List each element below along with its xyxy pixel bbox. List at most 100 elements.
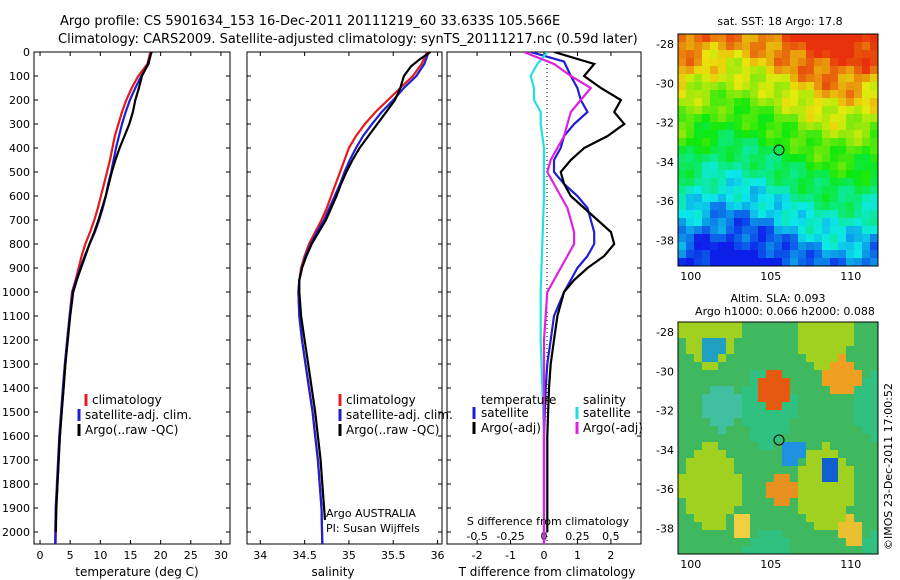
- map-cell: [718, 458, 727, 467]
- map-cell: [686, 106, 695, 115]
- map-cell: [782, 178, 791, 187]
- map-cell: [702, 154, 711, 163]
- map-cell: [782, 450, 791, 459]
- map-cell: [758, 538, 767, 547]
- map-cell: [726, 34, 735, 43]
- map-cell: [678, 474, 687, 483]
- map-cell: [862, 490, 871, 499]
- map-cell: [718, 162, 727, 171]
- map-cell: [766, 466, 775, 475]
- map-cell: [790, 114, 799, 123]
- map-cell: [830, 226, 839, 235]
- map-cell: [790, 442, 799, 451]
- map-cell: [758, 378, 767, 387]
- map-cell: [798, 58, 807, 67]
- map-cell: [790, 338, 799, 347]
- sla-map-y-axis: -28-30-32-34-36-38: [656, 326, 674, 536]
- map-cell: [702, 378, 711, 387]
- map-cell: [766, 546, 775, 555]
- map-cell: [870, 130, 879, 139]
- map-cell: [830, 370, 839, 379]
- map-cell: [686, 90, 695, 99]
- map-cell: [790, 378, 799, 387]
- map-cell: [782, 42, 791, 51]
- map-cell: [798, 178, 807, 187]
- x-tick-label: 0: [541, 549, 548, 562]
- map-cell: [870, 34, 879, 43]
- map-cell: [790, 402, 799, 411]
- map-cell: [790, 250, 799, 259]
- map-cell: [686, 114, 695, 123]
- map-cell: [710, 226, 719, 235]
- map-cell: [838, 98, 847, 107]
- map-cell: [830, 330, 839, 339]
- map-cell: [750, 194, 759, 203]
- map-cell: [798, 522, 807, 531]
- map-cell: [702, 426, 711, 435]
- map-cell: [726, 114, 735, 123]
- map-cell: [822, 226, 831, 235]
- map-cell: [782, 138, 791, 147]
- map-cell: [742, 258, 751, 267]
- map-cell: [854, 194, 863, 203]
- map-cell: [806, 242, 815, 251]
- map-cell: [710, 42, 719, 51]
- map-cell: [846, 114, 855, 123]
- map-cell: [870, 202, 879, 211]
- map-cell: [870, 442, 879, 451]
- map-cell: [814, 82, 823, 91]
- map-cell: [814, 98, 823, 107]
- map-cell: [854, 538, 863, 547]
- legend-climatology: climatology: [346, 393, 416, 407]
- map-cell: [718, 426, 727, 435]
- map-cell: [742, 50, 751, 59]
- s-diff-tick-label: 0.5: [602, 530, 620, 543]
- map-cell: [734, 410, 743, 419]
- map-cell: [774, 498, 783, 507]
- map-cell: [798, 546, 807, 555]
- salinity-xlabel: salinity: [311, 565, 354, 579]
- map-cell: [758, 338, 767, 347]
- map-cell: [702, 90, 711, 99]
- map-cell: [742, 162, 751, 171]
- map-cell: [742, 402, 751, 411]
- map-cell: [822, 466, 831, 475]
- lat-tick-label: -34: [656, 444, 674, 457]
- map-cell: [798, 410, 807, 419]
- map-cell: [854, 162, 863, 171]
- map-cell: [734, 458, 743, 467]
- map-cell: [766, 258, 775, 267]
- map-cell: [782, 66, 791, 75]
- map-cell: [838, 466, 847, 475]
- map-cell: [734, 154, 743, 163]
- map-cell: [798, 114, 807, 123]
- map-cell: [734, 210, 743, 219]
- map-cell: [806, 50, 815, 59]
- map-cell: [838, 162, 847, 171]
- map-cell: [694, 42, 703, 51]
- map-cell: [862, 362, 871, 371]
- map-cell: [750, 394, 759, 403]
- map-cell: [862, 42, 871, 51]
- map-cell: [710, 34, 719, 43]
- map-cell: [734, 58, 743, 67]
- map-cell: [702, 82, 711, 91]
- difference-xlabel: T difference from climatology: [458, 565, 636, 579]
- map-cell: [694, 114, 703, 123]
- depth-tick-label: 1000: [2, 286, 30, 299]
- map-cell: [750, 474, 759, 483]
- map-cell: [726, 498, 735, 507]
- map-cell: [750, 378, 759, 387]
- map-cell: [718, 74, 727, 83]
- map-cell: [718, 474, 727, 483]
- map-cell: [854, 42, 863, 51]
- map-cell: [814, 74, 823, 83]
- map-cell: [790, 202, 799, 211]
- map-cell: [686, 450, 695, 459]
- map-cell: [758, 154, 767, 163]
- map-cell: [782, 458, 791, 467]
- map-cell: [774, 258, 783, 267]
- map-cell: [742, 90, 751, 99]
- map-cell: [806, 82, 815, 91]
- map-cell: [846, 154, 855, 163]
